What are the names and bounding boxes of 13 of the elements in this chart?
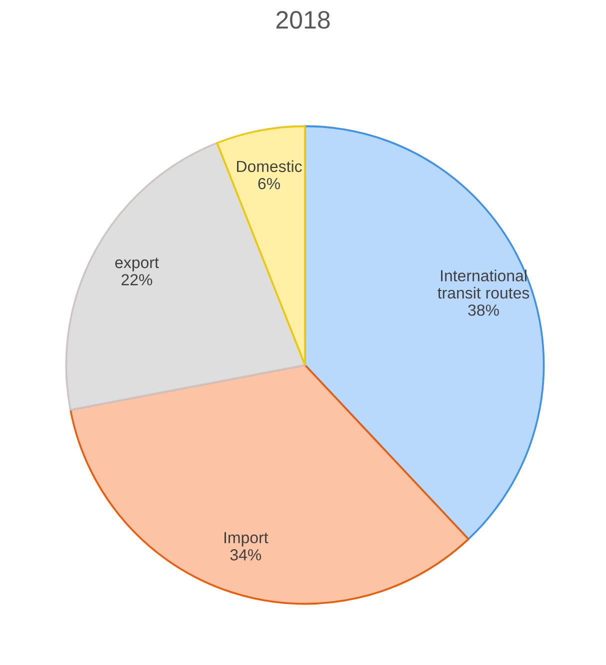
slice-label: Domestic [237,160,302,172]
data-label: 22% [122,274,152,286]
pie-slice [65,142,306,411]
pie-slice [304,125,545,540]
slice-label: Import [224,532,268,546]
chart-title: 2018 [276,11,330,29]
slice-label: export [115,258,159,272]
pie-slice [70,364,470,605]
pie-slice [216,125,306,366]
data-label: 34% [230,549,262,560]
data-label: 6% [258,178,280,190]
slice-label: International transit routes [438,270,530,299]
data-label: 38% [468,304,499,316]
